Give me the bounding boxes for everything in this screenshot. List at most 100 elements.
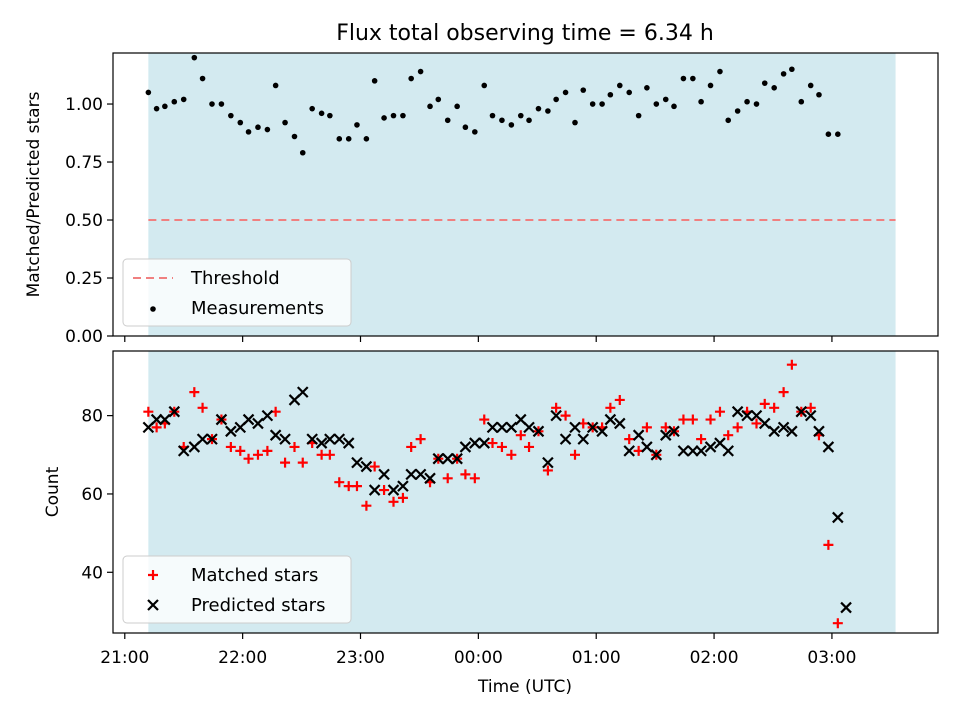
matched-star-point bbox=[759, 398, 770, 409]
y-tick-label: 60 bbox=[81, 485, 103, 505]
measurement-point bbox=[816, 91, 822, 98]
predicted-star-point bbox=[252, 417, 264, 430]
matched-star-point bbox=[624, 434, 635, 445]
predicted-star-point bbox=[813, 425, 825, 438]
measurement-point bbox=[780, 71, 787, 77]
measurement-point bbox=[145, 89, 152, 96]
measurement-point bbox=[264, 126, 271, 133]
predicted-star-point bbox=[496, 421, 508, 434]
measurement-point bbox=[626, 89, 633, 96]
predicted-star-point bbox=[822, 441, 835, 453]
predicted-star-point bbox=[559, 433, 572, 445]
predicted-star-point bbox=[333, 433, 346, 445]
predicted-star-point bbox=[414, 468, 427, 481]
predicted-star-point bbox=[786, 425, 798, 438]
predicted-star-point bbox=[804, 409, 817, 422]
predicted-star-point bbox=[677, 445, 690, 457]
measurement-point bbox=[698, 98, 704, 105]
matched-star-point bbox=[442, 473, 453, 484]
predicted-star-point bbox=[324, 433, 336, 445]
matched-star-point bbox=[151, 422, 162, 433]
measurement-point bbox=[753, 101, 760, 107]
matched-star-point bbox=[197, 402, 208, 413]
predicted-star-point bbox=[269, 429, 282, 441]
measurement-point bbox=[336, 136, 343, 142]
predicted-star-point bbox=[768, 425, 780, 438]
predicted-star-point bbox=[486, 421, 499, 434]
measurement-point bbox=[218, 101, 225, 107]
matched-star-point bbox=[262, 445, 273, 456]
measurement-point bbox=[481, 82, 488, 89]
y-tick-label: 40 bbox=[81, 563, 103, 583]
measurement-point bbox=[517, 112, 524, 119]
predicted-star-point bbox=[261, 409, 274, 422]
measurement-point bbox=[789, 66, 795, 73]
x-tick-label: 02:00 bbox=[690, 648, 739, 668]
top-panel: 0.00 0.25 0.50 0.75 1.00 Matched/Predicted st… bbox=[24, 52, 939, 347]
matched-star-point bbox=[551, 402, 562, 413]
matched-star-point bbox=[805, 402, 816, 413]
matched-star-point bbox=[542, 465, 553, 476]
measurement-point bbox=[381, 115, 387, 121]
matched-star-point bbox=[732, 422, 743, 433]
measurement-point bbox=[798, 98, 805, 105]
y-tick-label: 80 bbox=[81, 407, 103, 427]
measurement-point bbox=[291, 133, 298, 140]
legend-box bbox=[122, 555, 352, 624]
measurement-point bbox=[580, 87, 587, 93]
predicted-star-point bbox=[451, 452, 463, 465]
predicted-star-point bbox=[360, 460, 373, 473]
predicted-star-point bbox=[351, 456, 363, 469]
matched-star-point bbox=[605, 402, 616, 413]
predicted-star-point bbox=[469, 437, 481, 449]
predicted-star-point bbox=[695, 445, 707, 457]
predicted-star-point bbox=[459, 441, 472, 453]
legend-matched-stars-swatch bbox=[148, 570, 158, 580]
predicted-star-point bbox=[296, 386, 309, 398]
predicted-star-point bbox=[441, 452, 454, 465]
matched-star-point bbox=[280, 457, 291, 468]
chart-title: Flux total observing time = 6.34 h bbox=[336, 21, 714, 46]
x-tick-label: 00:00 bbox=[454, 648, 503, 668]
measurement-point bbox=[245, 129, 252, 135]
measurement-point bbox=[662, 96, 669, 103]
measurement-point bbox=[462, 124, 469, 131]
matched-star-point bbox=[297, 457, 308, 468]
predicted-star-point bbox=[704, 441, 717, 453]
predicted-star-point bbox=[586, 421, 599, 434]
matched-star-point bbox=[714, 406, 725, 417]
matched-star-point bbox=[778, 387, 789, 398]
legend-box bbox=[122, 258, 352, 327]
predicted-star-point bbox=[840, 601, 852, 614]
predicted-star-point bbox=[279, 433, 291, 445]
measurement-point bbox=[526, 117, 532, 124]
measurement-point bbox=[671, 103, 677, 110]
measurement-point bbox=[390, 112, 397, 119]
predicted-star-point bbox=[623, 445, 635, 457]
y-tick-label: 0.25 bbox=[65, 269, 103, 289]
matched-star-point bbox=[496, 441, 507, 452]
y-tick-label: 0.00 bbox=[65, 327, 103, 347]
measurement-point bbox=[427, 103, 433, 110]
measurement-point bbox=[725, 117, 732, 124]
measurement-point bbox=[318, 110, 325, 117]
y-tick-label: 1.00 bbox=[65, 95, 103, 115]
matched-star-point bbox=[369, 461, 380, 472]
measurement-point bbox=[282, 119, 288, 126]
measurement-point bbox=[562, 89, 569, 96]
predicted-star-point bbox=[342, 437, 355, 449]
matched-star-point bbox=[143, 406, 154, 417]
predicted-star-point bbox=[159, 413, 171, 426]
y-tick-label: 0.50 bbox=[65, 211, 103, 231]
predicted-star-point bbox=[632, 429, 645, 441]
predicted-star-point bbox=[215, 413, 228, 426]
measurement-point bbox=[599, 101, 605, 107]
measurement-point bbox=[607, 91, 614, 98]
matched-star-point bbox=[641, 422, 652, 433]
measurement-point bbox=[191, 54, 198, 61]
predicted-star-point bbox=[641, 441, 653, 453]
predicted-star-point bbox=[604, 413, 617, 426]
measurement-point bbox=[707, 82, 714, 89]
legend-measurements-swatch bbox=[150, 306, 156, 312]
